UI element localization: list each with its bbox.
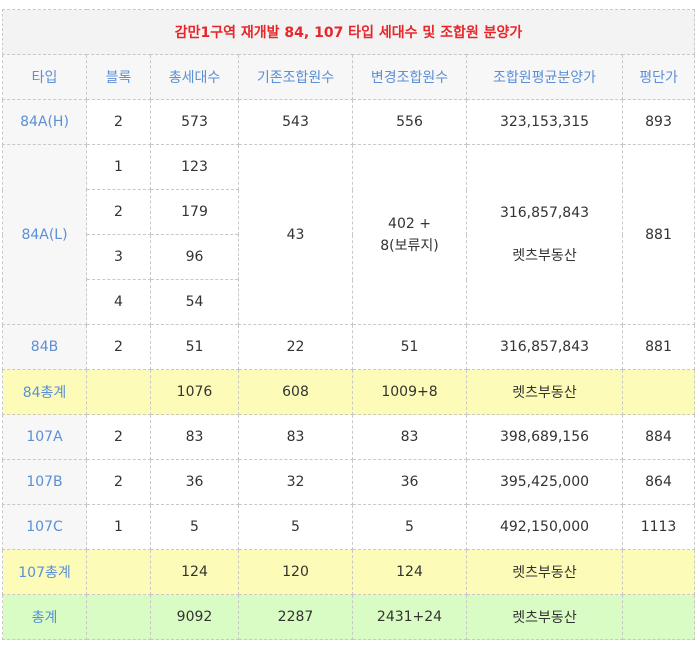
ppp-cell: [621, 549, 696, 595]
source-label: 렛츠부동산: [466, 594, 623, 640]
avg-price-cell: 398,689,156: [466, 414, 623, 460]
ppp-cell: 864: [621, 459, 696, 505]
type-cell: 107C: [2, 504, 87, 550]
changed-members-cell: 51: [352, 324, 467, 370]
units-cell: 83: [150, 414, 239, 460]
changed-members-cell: 1009+8: [352, 369, 467, 415]
type-cell: 84A(H): [2, 99, 87, 145]
units-cell: 123: [150, 144, 239, 190]
table-row: 84A(L) 1 123 43 402 + 8(보류지) 316,857,843…: [2, 144, 696, 325]
avg-price-cell: 323,153,315: [466, 99, 623, 145]
orig-members-cell: 543: [238, 99, 353, 145]
type-cell: 84B: [2, 324, 87, 370]
header-block: 블록: [86, 54, 151, 100]
block-cell: 2: [86, 324, 151, 370]
units-cell: 124: [150, 549, 239, 595]
ppp-cell: 881: [621, 144, 696, 325]
ppp-cell: 881: [621, 324, 696, 370]
block-cell: 2: [86, 414, 151, 460]
table-row: 107C 1 5 5 5 492,150,000 1113: [2, 504, 696, 550]
block-cell: [86, 549, 151, 595]
changed-members-cell: 124: [352, 549, 467, 595]
table-row: 84A(H) 2 573 543 556 323,153,315 893: [2, 99, 696, 145]
block-cell: 4: [86, 279, 151, 325]
header-total-units: 총세대수: [150, 54, 239, 100]
orig-members-cell: 83: [238, 414, 353, 460]
header-type: 타입: [2, 54, 87, 100]
changed-members-cell: 5: [352, 504, 467, 550]
orig-members-cell: 2287: [238, 594, 353, 640]
type-cell: 84A(L): [2, 144, 87, 325]
ppp-cell: [621, 594, 696, 640]
block-cell: [86, 369, 151, 415]
table-row: 4 54: [3, 279, 695, 325]
table-row: 2 179: [3, 189, 695, 235]
block-cell: 1: [86, 144, 151, 190]
source-label: 렛츠부동산: [466, 549, 623, 595]
units-cell: 573: [150, 99, 239, 145]
changed-members-cell: 2431+24: [352, 594, 467, 640]
units-cell: 1076: [150, 369, 239, 415]
type-cell: 107A: [2, 414, 87, 460]
changed-members-cell: 83: [352, 414, 467, 460]
orig-members-cell: 120: [238, 549, 353, 595]
ppp-cell: 884: [621, 414, 696, 460]
units-cell: 5: [150, 504, 239, 550]
units-cell: 179: [150, 189, 239, 235]
ppp-cell: 893: [621, 99, 696, 145]
header-changed-members: 변경조합원수: [352, 54, 467, 100]
subtotal-row-84: 84총계 1076 608 1009+8 렛츠부동산: [2, 369, 696, 415]
avg-price-cell: 316,857,843 렛츠부동산: [466, 144, 623, 325]
block-cell: 2: [86, 459, 151, 505]
units-cell: 54: [150, 279, 239, 325]
units-cell: 51: [150, 324, 239, 370]
table-row: 107A 2 83 83 83 398,689,156 884: [2, 414, 696, 460]
changed-members-cell: 36: [352, 459, 467, 505]
type-cell: 107B: [2, 459, 87, 505]
source-label: 렛츠부동산: [466, 369, 623, 415]
changed-members-cell: 402 + 8(보류지): [352, 144, 467, 325]
orig-members-cell: 32: [238, 459, 353, 505]
block-cell: 1: [86, 504, 151, 550]
type-cell: 84총계: [2, 369, 87, 415]
subtotal-row-107: 107총계 124 120 124 렛츠부동산: [2, 549, 696, 595]
header-price-per-pyeong: 평단가: [621, 54, 696, 100]
changed-members-line2: 8(보류지): [380, 237, 439, 254]
ppp-cell: [621, 369, 696, 415]
orig-members-cell: 22: [238, 324, 353, 370]
changed-members-cell: 556: [352, 99, 467, 145]
avg-price-value: 316,857,843: [499, 204, 590, 221]
type-cell: 107총계: [2, 549, 87, 595]
orig-members-cell: 5: [238, 504, 353, 550]
table-row: 107B 2 36 32 36 395,425,000 864: [2, 459, 696, 505]
table-title: 감만1구역 재개발 84, 107 타입 세대수 및 조합원 분양가: [1, 9, 696, 55]
block-cell: 2: [86, 99, 151, 145]
avg-price-cell: 395,425,000: [466, 459, 623, 505]
header-avg-price: 조합원평균분양가: [466, 54, 623, 100]
orig-members-cell: 43: [238, 144, 353, 325]
distribution-table: 감만1구역 재개발 84, 107 타입 세대수 및 조합원 분양가 타입 블록…: [1, 9, 696, 640]
units-cell: 36: [150, 459, 239, 505]
source-label: 렛츠부동산: [512, 247, 577, 264]
orig-members-cell: 608: [238, 369, 353, 415]
type-cell: 총계: [2, 594, 87, 640]
changed-members-line1: 402 +: [388, 215, 431, 232]
units-cell: 9092: [150, 594, 239, 640]
header-original-members: 기존조합원수: [238, 54, 353, 100]
block-cell: 3: [86, 234, 151, 280]
block-cell: 2: [86, 189, 151, 235]
block-cell: [86, 594, 151, 640]
units-cell: 96: [150, 234, 239, 280]
avg-price-cell: 316,857,843: [466, 324, 623, 370]
ppp-cell: 1113: [621, 504, 696, 550]
grand-total-row: 총계 9092 2287 2431+24 렛츠부동산: [2, 594, 696, 640]
table-row: 84B 2 51 22 51 316,857,843 881: [2, 324, 696, 370]
table-row: 3 96: [3, 234, 695, 280]
avg-price-cell: 492,150,000: [466, 504, 623, 550]
